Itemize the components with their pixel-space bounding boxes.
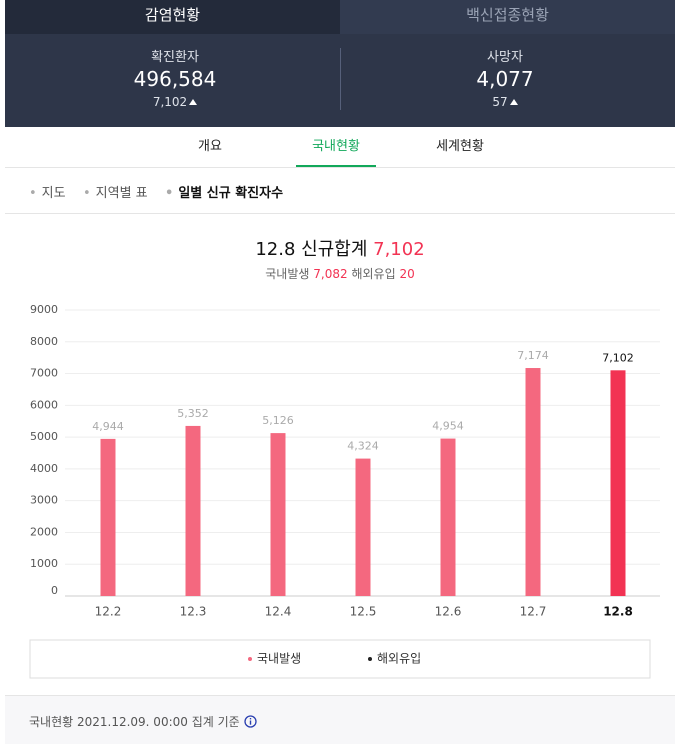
stat: 확진환자 496,584 7,102 <box>10 46 340 109</box>
tab[interactable]: 백신접종현황 <box>340 0 675 34</box>
nav-tab[interactable]: 국내현황 <box>296 127 376 167</box>
info-icon[interactable] <box>243 715 257 728</box>
value: 20 <box>399 267 414 281</box>
y-tick-label: 8000 <box>30 335 58 348</box>
x-tick-label: 12.2 <box>95 605 122 619</box>
chart: 12.8 신규합계 7,102 국내발생 7,082 해외유입 20 0 1000… <box>29 239 660 679</box>
legend-label: 국내발생 <box>257 652 301 666</box>
bar <box>100 438 116 596</box>
x-tick-label: 12.5 <box>350 605 377 619</box>
x-tick-label: 12.7 <box>520 605 547 619</box>
chart-title: 12.8 신규합계 7,102 <box>255 239 424 260</box>
bar <box>185 425 201 596</box>
stat: 사망자 4,077 57 <box>340 46 670 109</box>
y-tick-label: 4000 <box>30 462 58 475</box>
label: 해외유입 <box>351 267 395 281</box>
tab[interactable]: 감염현황 <box>5 0 340 34</box>
legend-box <box>29 639 651 679</box>
y-tick-label: 6000 <box>30 398 58 411</box>
bar <box>610 370 626 596</box>
date: 12.8 <box>255 239 295 260</box>
value-label: 7,174 <box>517 349 549 362</box>
nav-tab[interactable]: 개요 <box>198 139 222 154</box>
chart-subtitle: 국내발생 7,082 해외유입 20 <box>265 267 414 281</box>
y-tick-label: 5000 <box>30 430 58 443</box>
y-tick-label: 7000 <box>30 367 58 380</box>
stat-change: 7,102 <box>10 95 340 109</box>
stat-label: 사망자 <box>487 50 523 65</box>
x-tick-label: 12.4 <box>265 605 292 619</box>
subnav: 지도 지역별 표 일별 신규 확진자수 <box>5 168 675 214</box>
value-label: 7,102 <box>602 351 634 364</box>
value-label: 4,954 <box>432 420 464 433</box>
bar <box>440 438 456 596</box>
subnav-item[interactable]: 지도 <box>29 182 66 201</box>
x-tick-label: 12.6 <box>435 605 462 619</box>
value-label: 4,324 <box>347 440 379 453</box>
bar <box>270 433 286 596</box>
bar <box>355 458 371 596</box>
legend-dot <box>248 657 252 661</box>
stat-value: 496,584 <box>133 67 217 91</box>
subnav-item[interactable]: 지역별 표 <box>83 182 148 201</box>
value-label: 5,126 <box>262 414 294 427</box>
header: 감염현황 백신접종현황 확진환자 496,584 7,102 사망자 4,077… <box>5 0 675 127</box>
y-tick-label: 3000 <box>30 494 58 507</box>
total: 7,102 <box>373 239 425 260</box>
subnav-item[interactable]: 일별 신규 확진자수 <box>165 182 283 201</box>
nav-tab[interactable]: 세계현황 <box>436 139 484 154</box>
y-tick-label: 0 <box>51 584 58 597</box>
value-label: 5,352 <box>177 407 209 420</box>
legend-label: 해외유입 <box>377 652 421 666</box>
title: 신규합계 <box>301 239 367 260</box>
value: 7,082 <box>313 267 347 281</box>
y-tick-label: 2000 <box>30 525 58 538</box>
footer: 국내현황 2021.12.09. 00:00 집계 기준 <box>5 695 675 744</box>
nav: 개요 국내현황 세계현황 <box>5 127 675 168</box>
stat-change: 57 <box>340 95 670 109</box>
label: 국내발생 <box>265 267 309 281</box>
y-tick-label: 9000 <box>30 303 58 316</box>
x-tick-label: 12.8 <box>603 605 633 619</box>
bar <box>525 368 541 596</box>
divider <box>340 48 341 110</box>
x-tick-label: 12.3 <box>180 605 207 619</box>
stat-value: 4,077 <box>476 67 534 91</box>
stat-label: 확진환자 <box>151 50 199 65</box>
value-label: 4,944 <box>92 420 124 433</box>
legend-dot <box>368 657 372 661</box>
footer-text: 국내현황 2021.12.09. 00:00 집계 기준 <box>29 715 240 729</box>
y-tick-label: 1000 <box>30 557 58 570</box>
